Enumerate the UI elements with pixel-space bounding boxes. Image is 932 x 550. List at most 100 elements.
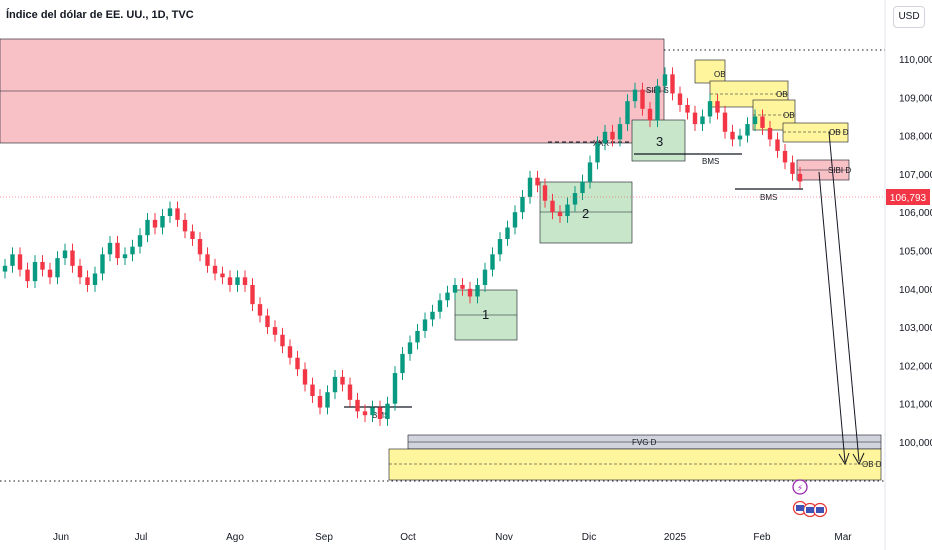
candle-body[interactable] (302, 369, 308, 385)
candle-body[interactable] (745, 124, 750, 136)
candle-body[interactable] (662, 74, 668, 86)
candle-body[interactable] (445, 292, 450, 301)
candle-body[interactable] (257, 304, 263, 316)
candle-body[interactable] (557, 212, 563, 217)
candle-body[interactable] (760, 116, 765, 128)
candle-body[interactable] (775, 139, 780, 151)
candle-body[interactable] (385, 403, 390, 420)
candle-body[interactable] (287, 346, 293, 358)
candle-body[interactable] (715, 101, 720, 113)
candle-body[interactable] (490, 254, 495, 270)
candle-body[interactable] (737, 135, 743, 140)
candle-body[interactable] (122, 254, 128, 259)
candle-body[interactable] (625, 101, 630, 125)
candle-body[interactable] (235, 277, 240, 285)
candle-body[interactable] (542, 185, 548, 201)
candle-body[interactable] (242, 277, 248, 285)
candle-body[interactable] (205, 254, 210, 266)
candle-body[interactable] (25, 269, 30, 282)
candle-body[interactable] (62, 250, 68, 259)
candle-body[interactable] (392, 373, 398, 404)
candle-body[interactable] (550, 200, 555, 213)
candle-body[interactable] (272, 327, 278, 335)
time-axis[interactable]: Jun Jul Ago Sep Oct Nov Dic 2025 Feb Mar (53, 532, 852, 543)
candle-body[interactable] (670, 74, 675, 94)
candle-body[interactable] (220, 273, 225, 278)
candle-body[interactable] (130, 246, 135, 255)
candle-body[interactable] (475, 284, 480, 297)
candle-body[interactable] (355, 399, 360, 412)
candle-body[interactable] (595, 143, 600, 163)
order-block-d[interactable] (782, 122, 849, 143)
candle-body[interactable] (197, 239, 203, 255)
candle-body[interactable] (250, 284, 255, 305)
candle-body[interactable] (92, 273, 98, 285)
candle-body[interactable] (370, 407, 375, 416)
candle-body[interactable] (497, 239, 503, 255)
candle-body[interactable] (685, 104, 690, 113)
candle-body[interactable] (460, 284, 465, 289)
candle-body[interactable] (340, 376, 345, 385)
candle-body[interactable] (10, 254, 15, 266)
candle-body[interactable] (280, 334, 285, 347)
candle-body[interactable] (400, 353, 405, 374)
candle-body[interactable] (47, 269, 53, 278)
candle-body[interactable] (610, 131, 615, 140)
candle-body[interactable] (430, 311, 435, 320)
candle-body[interactable] (452, 284, 458, 293)
candle-body[interactable] (572, 193, 578, 205)
candle-body[interactable] (655, 85, 660, 121)
candle-body[interactable] (160, 216, 165, 228)
candle-body[interactable] (227, 277, 233, 285)
lightning-icon[interactable] (792, 479, 808, 495)
candle-body[interactable] (40, 261, 45, 270)
candle-body[interactable] (782, 150, 788, 163)
candle-body[interactable] (77, 265, 83, 278)
candle-body[interactable] (790, 162, 795, 174)
candle-body[interactable] (295, 357, 300, 370)
candle-body[interactable] (152, 219, 158, 228)
candle-body[interactable] (317, 396, 323, 408)
candle-body[interactable] (55, 258, 60, 278)
candle-body[interactable] (752, 116, 758, 125)
candle-body[interactable] (520, 196, 525, 213)
candle-body[interactable] (617, 124, 623, 140)
candle-body[interactable] (692, 112, 698, 125)
candle-body[interactable] (115, 242, 120, 259)
currency-button[interactable]: USD (893, 6, 925, 28)
candle-body[interactable] (647, 108, 653, 121)
candle-body[interactable] (17, 254, 23, 270)
candle-body[interactable] (730, 131, 735, 140)
candle-body[interactable] (565, 204, 570, 217)
candle-body[interactable] (2, 265, 8, 272)
candle-body[interactable] (602, 131, 608, 144)
candle-body[interactable] (767, 127, 773, 140)
candle-body[interactable] (700, 116, 705, 125)
candle-body[interactable] (580, 181, 585, 194)
candle-body[interactable] (347, 384, 353, 400)
candle-body[interactable] (182, 219, 188, 232)
candle-body[interactable] (32, 261, 38, 282)
candle-body[interactable] (797, 173, 803, 182)
price-axis[interactable]: 110,000 109,000 108,000 107,000 106,000 105,0… (899, 55, 932, 449)
candle-body[interactable] (332, 376, 338, 393)
candle-body[interactable] (527, 177, 533, 197)
candle-body[interactable] (482, 269, 488, 285)
candle-body[interactable] (722, 112, 728, 132)
candle-body[interactable] (632, 89, 638, 102)
candle-body[interactable] (415, 330, 420, 343)
candle-body[interactable] (587, 162, 593, 182)
candle-body[interactable] (100, 254, 105, 274)
candle-body[interactable] (467, 288, 473, 297)
candle-body[interactable] (190, 231, 195, 240)
candle-body[interactable] (707, 101, 713, 117)
candle-body[interactable] (640, 89, 645, 109)
candle-body[interactable] (377, 407, 383, 420)
candle-body[interactable] (512, 212, 518, 228)
range-box-2[interactable] (539, 181, 633, 244)
candle-body[interactable] (437, 300, 443, 312)
candle-body[interactable] (107, 242, 113, 255)
candle-body[interactable] (137, 235, 143, 247)
candle-body[interactable] (145, 219, 150, 236)
